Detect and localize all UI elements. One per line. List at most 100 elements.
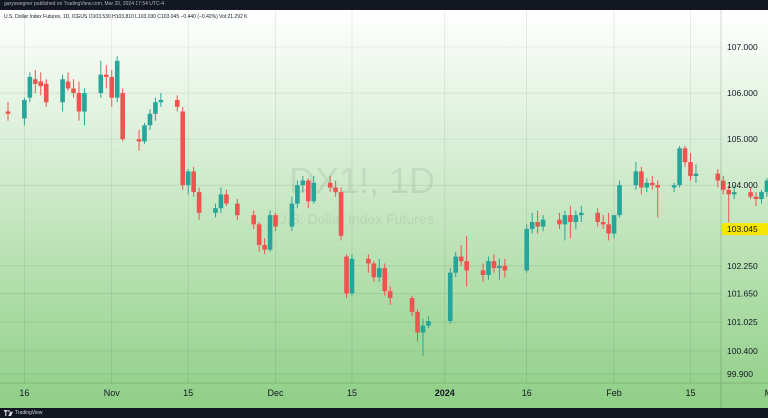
candle[interactable]	[300, 175, 306, 193]
candlestick-chart[interactable]: DX1!, 1D U.S. Dollar Index Futures U.S. …	[0, 10, 768, 408]
candle[interactable]	[420, 318, 426, 356]
candle[interactable]	[720, 175, 726, 195]
candle[interactable]	[273, 212, 278, 232]
candle[interactable]	[267, 210, 273, 252]
candle[interactable]	[753, 192, 759, 206]
candle[interactable]	[311, 175, 317, 204]
tradingview-logo[interactable]: TradingView	[4, 409, 43, 417]
candle[interactable]	[98, 60, 104, 98]
candle[interactable]	[158, 93, 164, 107]
candle[interactable]	[376, 258, 382, 282]
candle[interactable]	[453, 251, 459, 278]
candle[interactable]	[633, 162, 639, 190]
candle[interactable]	[382, 263, 388, 296]
candle[interactable]	[65, 72, 71, 91]
candle[interactable]	[114, 56, 120, 103]
candle[interactable]	[464, 235, 469, 287]
candle[interactable]	[295, 180, 300, 209]
candle[interactable]	[595, 208, 600, 227]
time-axis[interactable]: 16Nov15Dec15202416Feb15Mar15Apr	[0, 382, 768, 398]
candle[interactable]	[33, 70, 38, 94]
candle[interactable]	[715, 169, 721, 188]
candle[interactable]	[579, 205, 584, 223]
candle[interactable]	[60, 74, 65, 112]
candle[interactable]	[153, 97, 158, 121]
candle[interactable]	[5, 102, 11, 121]
candle[interactable]	[557, 212, 562, 229]
candle[interactable]	[262, 238, 267, 255]
candle[interactable]	[529, 212, 535, 234]
candle[interactable]	[235, 199, 240, 220]
candles[interactable]	[5, 56, 768, 356]
candle[interactable]	[191, 166, 196, 197]
candle[interactable]	[486, 256, 491, 280]
candle[interactable]	[327, 175, 333, 193]
candle[interactable]	[76, 81, 82, 121]
candle[interactable]	[43, 79, 49, 107]
candle[interactable]	[366, 254, 371, 273]
candle[interactable]	[458, 245, 464, 266]
candle[interactable]	[502, 258, 508, 278]
candle[interactable]	[38, 72, 44, 96]
candle[interactable]	[344, 254, 349, 299]
candle[interactable]	[573, 210, 579, 229]
candle[interactable]	[611, 215, 617, 239]
candle[interactable]	[600, 215, 606, 229]
candle[interactable]	[349, 254, 355, 296]
candle[interactable]	[22, 97, 27, 126]
candle[interactable]	[213, 203, 218, 218]
candle[interactable]	[196, 187, 202, 220]
candle[interactable]	[649, 175, 655, 190]
candle[interactable]	[497, 258, 502, 280]
candle[interactable]	[682, 146, 688, 167]
candle[interactable]	[759, 189, 764, 204]
candle[interactable]	[491, 254, 497, 273]
candle[interactable]	[562, 210, 568, 241]
candle[interactable]	[606, 212, 611, 241]
candle[interactable]	[731, 185, 737, 199]
candle[interactable]	[256, 222, 262, 252]
candle[interactable]	[415, 309, 420, 342]
candle[interactable]	[447, 268, 453, 324]
candle[interactable]	[540, 215, 546, 232]
candle[interactable]	[142, 123, 147, 144]
candle[interactable]	[289, 196, 295, 232]
candle[interactable]	[387, 286, 393, 305]
candle[interactable]	[71, 79, 76, 98]
candle[interactable]	[120, 88, 125, 142]
candle[interactable]	[688, 152, 693, 181]
candle[interactable]	[726, 185, 732, 223]
candle[interactable]	[480, 263, 486, 282]
candle[interactable]	[251, 210, 256, 229]
candle[interactable]	[180, 106, 186, 190]
candle[interactable]	[655, 180, 661, 218]
candle[interactable]	[82, 88, 87, 126]
candle[interactable]	[644, 178, 650, 193]
candle[interactable]	[185, 169, 191, 195]
candle[interactable]	[333, 180, 338, 197]
candle[interactable]	[103, 65, 109, 89]
candle[interactable]	[617, 180, 622, 218]
candle[interactable]	[224, 189, 229, 206]
candle[interactable]	[338, 187, 344, 241]
candle[interactable]	[218, 187, 224, 213]
candle[interactable]	[109, 70, 115, 107]
candle[interactable]	[535, 210, 540, 234]
candle[interactable]	[748, 187, 753, 199]
candle[interactable]	[27, 72, 33, 103]
candle[interactable]	[426, 316, 431, 328]
candle[interactable]	[693, 164, 699, 183]
candle[interactable]	[639, 166, 644, 195]
candle[interactable]	[764, 178, 768, 197]
candle[interactable]	[147, 109, 153, 130]
candle[interactable]	[671, 182, 677, 193]
chart-area[interactable]: DX1!, 1D U.S. Dollar Index Futures U.S. …	[0, 10, 768, 408]
candle[interactable]	[371, 261, 377, 282]
candle[interactable]	[306, 178, 311, 209]
price-axis[interactable]: 107.000 106.000 105.000 104.000 103.045 102.2…	[720, 10, 768, 408]
candle[interactable]	[524, 224, 529, 273]
candle[interactable]	[409, 295, 415, 317]
candle[interactable]	[568, 205, 573, 239]
candle[interactable]	[677, 146, 682, 188]
candle[interactable]	[174, 95, 180, 112]
